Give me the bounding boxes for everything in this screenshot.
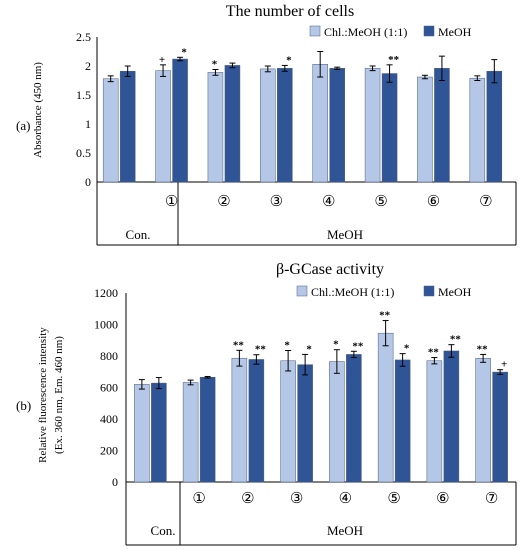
chart0-y-tick-label: 1.5 xyxy=(76,88,91,102)
chart1-panel-label: (b) xyxy=(16,398,31,413)
chart0-legend-swatch xyxy=(309,25,321,37)
chart1-series1-bar xyxy=(134,384,150,483)
chart1-series2-bar xyxy=(346,354,362,483)
chart0-series1-bar xyxy=(207,72,224,183)
chart1-series2-significance-marker: + xyxy=(501,359,507,371)
chart1-series1-significance-marker: ** xyxy=(233,339,245,351)
chart0-group-label-control: Con. xyxy=(126,227,151,242)
chart0-series1-bar xyxy=(260,68,276,183)
chart1-series2-bar xyxy=(199,377,216,483)
chart0-series2-significance-marker: ** xyxy=(388,54,400,66)
chart1-x-tick-label: ③ xyxy=(290,491,303,507)
chart0-series2-significance-marker: * xyxy=(181,46,187,58)
chart1-y-axis-label-line-0: Relative fluorescence intensity xyxy=(37,327,49,463)
chart1-series2-significance-marker: * xyxy=(306,343,312,355)
chart1-series1-significance-marker: ** xyxy=(477,343,489,355)
chart1-x-tick-label: ① xyxy=(192,491,205,507)
chart0-series2-bar xyxy=(329,68,345,183)
chart1-x-tick-label: ② xyxy=(241,491,254,507)
chart0-x-tick-label: ① xyxy=(165,194,178,210)
chart0-y-tick-label: 1 xyxy=(85,117,91,131)
chart1-series2-significance-marker: * xyxy=(404,343,410,355)
chart0-series2-bar xyxy=(486,70,503,183)
chart1-series2-significance-marker: ** xyxy=(255,344,267,356)
chart1-series2-bar xyxy=(151,382,167,483)
chart1-y-tick-label: 0 xyxy=(112,475,118,489)
chart1-title: β-GCase activity xyxy=(276,261,384,278)
chart0-series1-bar xyxy=(102,78,119,183)
chart1-series2-significance-marker: ** xyxy=(352,340,364,352)
chart1-series2-bar xyxy=(443,350,460,483)
chart1-legend-label: Chl.:MeOH (1:1) xyxy=(311,285,394,299)
chart0-x-tick-label: ② xyxy=(217,194,230,210)
chart0-series2-bar xyxy=(224,65,241,183)
chart0-legend-label: Chl.:MeOH (1:1) xyxy=(324,25,407,39)
chart0-series2-bar xyxy=(172,58,188,183)
chart0-x-tick-label: ⑥ xyxy=(427,194,440,210)
chart1-series1-significance-marker: * xyxy=(284,339,290,351)
chart1-group-label-control: Con. xyxy=(151,523,176,538)
chart0-series2-bar xyxy=(277,68,293,183)
chart0-series1-bar xyxy=(155,70,171,183)
chart0-series2-significance-marker: * xyxy=(286,54,292,66)
chart1-series2-bar xyxy=(248,359,265,483)
chart0-series1-bar xyxy=(364,68,381,183)
chart1-series2-significance-marker: ** xyxy=(450,334,462,346)
chart0-series2-bar xyxy=(434,68,450,183)
chart0-group-label-meoh: MeOH xyxy=(327,227,363,242)
chart1-group-label-meoh: MeOH xyxy=(327,523,363,538)
chart0-panel-label: (a) xyxy=(16,118,30,133)
chart0-series1-significance-marker: + xyxy=(159,54,165,66)
chart1-y-tick-label: 800 xyxy=(100,349,118,363)
chart1-series1-significance-marker: * xyxy=(333,339,339,351)
chart1-legend-label: MeOH xyxy=(438,285,472,299)
chart1-series2-bar xyxy=(492,371,508,483)
chart0-series2-bar xyxy=(119,70,136,183)
chart0-x-tick-label: ⑦ xyxy=(479,194,492,210)
chart1-series1-significance-marker: ** xyxy=(428,347,440,359)
chart0-x-tick-label: ⑤ xyxy=(374,194,387,210)
chart1-x-tick-label: ⑥ xyxy=(436,491,449,507)
chart1-y-tick-label: 400 xyxy=(100,412,118,426)
chart1-series1-bar xyxy=(426,360,443,483)
chart1-series1-bar xyxy=(377,332,394,483)
chart1-series1-significance-marker: ** xyxy=(379,310,391,322)
chart1-y-tick-label: 1200 xyxy=(94,286,118,300)
chart1-x-tick-label: ④ xyxy=(339,491,352,507)
chart0-y-tick-label: 0.5 xyxy=(76,146,91,160)
chart0-y-axis-label: Absorbance (450 nm) xyxy=(32,62,44,158)
chart1-series2-bar xyxy=(394,359,411,483)
chart1-series1-bar xyxy=(329,361,345,483)
chart1-y-axis-label-line-1: (Ex. 360 nm, Em. 460 nm) xyxy=(53,336,65,454)
chart0-series1-bar xyxy=(417,76,433,183)
chart1-legend-swatch xyxy=(296,285,308,297)
chart0-legend-label: MeOH xyxy=(438,25,472,39)
chart1-series1-bar xyxy=(280,360,296,483)
chart1-legend-swatch xyxy=(423,285,435,297)
chart0-series1-bar xyxy=(469,77,486,183)
chart0-series1-bar xyxy=(312,64,328,183)
chart1-y-tick-label: 1000 xyxy=(94,318,118,332)
chart1-series1-bar xyxy=(231,357,248,483)
chart0-y-tick-label: 0 xyxy=(85,175,91,189)
chart1-series1-bar xyxy=(475,358,491,483)
chart1-x-tick-label: ⑦ xyxy=(485,491,498,507)
chart0-legend-swatch xyxy=(423,25,435,37)
chart0-y-tick-label: 2.5 xyxy=(76,30,91,44)
chart1-y-tick-label: 600 xyxy=(100,381,118,395)
chart0-title: The number of cells xyxy=(226,3,354,20)
chart0-y-tick-label: 2 xyxy=(85,59,91,73)
chart0-series2-bar xyxy=(381,73,398,183)
chart0-x-tick-label: ③ xyxy=(270,194,283,210)
chart0-series1-significance-marker: * xyxy=(212,58,218,70)
chart1-series2-bar xyxy=(297,364,313,483)
chart0-x-tick-label: ④ xyxy=(322,194,335,210)
chart1-series1-bar xyxy=(182,382,199,483)
chart1-y-tick-label: 200 xyxy=(100,444,118,458)
chart1-x-tick-label: ⑤ xyxy=(387,491,400,507)
